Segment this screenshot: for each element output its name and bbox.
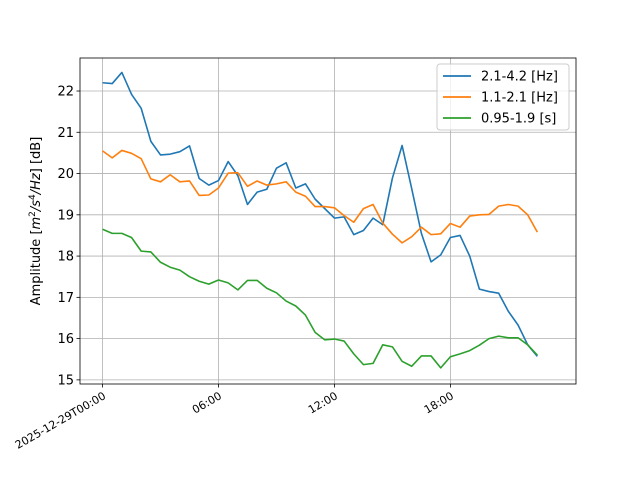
series-line-2 bbox=[102, 149, 539, 244]
grid bbox=[80, 58, 576, 384]
y-tick-label: 18 bbox=[57, 250, 74, 265]
series-lines bbox=[102, 71, 539, 369]
legend-label: 0.95-1.9 [s] bbox=[481, 112, 556, 127]
y-tick-label: 19 bbox=[57, 208, 74, 223]
series-line-3 bbox=[102, 228, 538, 369]
y-tick-label: 15 bbox=[57, 373, 74, 388]
y-tick-label: 22 bbox=[57, 85, 74, 100]
y-tick-label: 16 bbox=[57, 332, 74, 347]
legend-box bbox=[436, 63, 570, 131]
legend-label: 2.1-4.2 [Hz] bbox=[481, 70, 558, 85]
y-tick-label: 17 bbox=[57, 291, 74, 306]
y-tick-label: 21 bbox=[57, 126, 74, 141]
y-axis-label: Amplitude [m2/s4/Hz] [dB] bbox=[28, 137, 44, 306]
y-tick-label: 20 bbox=[57, 167, 74, 182]
series-line-1 bbox=[102, 71, 538, 357]
legend: 2.1-4.2 [Hz] 1.1-2.1 [Hz] 0.95-1.9 [s] bbox=[436, 63, 570, 131]
legend-label: 1.1-2.1 [Hz] bbox=[481, 91, 558, 106]
plot-frame bbox=[79, 57, 577, 385]
y-axis-ticks: 15 16 17 18 19 20 21 22 bbox=[57, 85, 80, 388]
